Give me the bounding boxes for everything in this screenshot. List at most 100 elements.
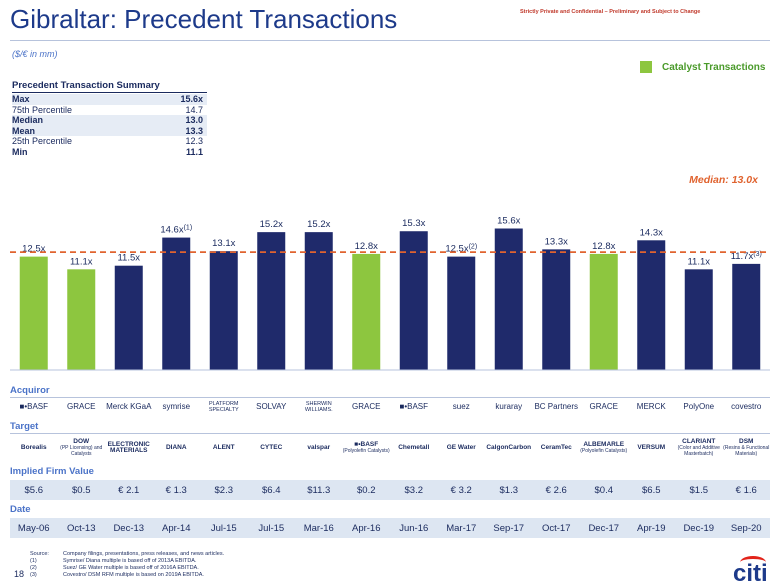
acquiror-logos: ■•BASF GRACE Merck KGaA symrise PLATFORM SPE… xyxy=(10,399,770,415)
target-note: (PP Licensing) and Catalysts xyxy=(60,445,103,458)
acquiror-logo: GRACE xyxy=(67,401,96,411)
chart-legend: Catalyst Transactions xyxy=(640,61,765,73)
citi-arc-icon xyxy=(740,556,766,569)
implied-value-cell: € 3.2 xyxy=(450,485,472,496)
bar xyxy=(162,237,191,370)
bar-catalyst xyxy=(352,253,381,370)
bar xyxy=(209,251,238,370)
date-cell: Mar-16 xyxy=(303,523,334,534)
bar-catalyst xyxy=(19,256,48,370)
bar xyxy=(732,263,761,370)
summary-label: 75th Percentile xyxy=(12,104,73,115)
implied-value-cell: € 2.1 xyxy=(118,485,140,496)
footnote: (2) Suez/ GE Water multiple is based off … xyxy=(30,565,199,571)
summary-value: 13.3 xyxy=(185,125,203,136)
acquiror-divider xyxy=(10,397,770,398)
date-cell: Jun-16 xyxy=(399,523,429,534)
date-cell: Apr-16 xyxy=(351,523,381,534)
summary-label: 25th Percentile xyxy=(12,136,73,146)
bar-value-label: 15.2x xyxy=(307,219,330,230)
bar-value-label: 14.6x(1) xyxy=(160,225,192,236)
bar-value-label: 13.1x xyxy=(212,238,235,249)
target-note: (Color and Additive Masterbatch) xyxy=(677,445,720,458)
summary-row: 25th Percentile 12.3 xyxy=(12,136,207,147)
target-logo: DOW (PP Licensing) and Catalysts xyxy=(58,434,106,462)
target-logo: ■•BASF (Polyolefin Catalysts) xyxy=(343,434,391,462)
bar xyxy=(684,269,713,370)
implied-value-cell: $0.2 xyxy=(357,485,376,496)
acquiror-logo: PLATFORM SPECIALTY xyxy=(208,400,239,414)
summary-table: Precedent Transaction Summary Max 15.6x 7… xyxy=(12,80,207,157)
target-name: VERSUM xyxy=(637,443,666,451)
implied-value-cell: $6.5 xyxy=(642,485,661,496)
footnote-mark: (1) xyxy=(184,225,193,232)
target-logo: VERSUM xyxy=(628,434,676,462)
summary-row: Median 13.0 xyxy=(12,115,207,126)
acquiror-logo: GRACE xyxy=(352,401,381,411)
target-name: DOW xyxy=(73,437,90,445)
bar-value-label: 15.6x xyxy=(497,216,520,227)
date-row: May-06 Oct-13 Dec-13 Apr-14 Jul-15 Jul-15 Mar-… xyxy=(10,523,770,534)
implied-value-cell: $1.3 xyxy=(499,485,519,496)
bar-value-label: 12.8x xyxy=(355,241,378,252)
target-name: CLARIANT xyxy=(682,437,716,445)
target-name: ■•BASF xyxy=(354,440,379,448)
acquiror-logo: PolyOne xyxy=(683,401,715,411)
median-label: Median: 13.0x xyxy=(689,174,759,186)
date-cell: Jul-15 xyxy=(210,523,237,534)
target-name: DSM xyxy=(739,437,754,445)
implied-value-cell: € 1.6 xyxy=(735,485,757,496)
date-band xyxy=(10,518,770,538)
implied-value-band xyxy=(10,480,770,500)
footnote-mark: (2) xyxy=(469,244,478,251)
footnote: (3) Covestro/ DSM RFM multiple is based o… xyxy=(30,572,204,578)
acquiror-logo: ■•BASF xyxy=(19,401,49,411)
target-label: Target xyxy=(10,421,39,432)
bar-value-label: 13.3x xyxy=(545,236,568,247)
target-divider xyxy=(10,433,770,434)
acquiror-label: Acquiror xyxy=(10,385,50,396)
acquiror-logo: MERCK xyxy=(636,401,666,411)
bar xyxy=(304,232,333,370)
acquiror-logo: kuraray xyxy=(495,401,523,411)
legend-label: Catalyst Transactions xyxy=(662,61,766,73)
target-logo: DSM (Resins & Functional Materials) xyxy=(723,434,771,462)
citi-logo: citi xyxy=(733,560,768,587)
date-cell: Mar-17 xyxy=(446,523,477,534)
summary-value: 13.0 xyxy=(185,115,203,125)
target-note: (Polyolefin Catalysts) xyxy=(580,448,628,455)
implied-value-cell: € 2.6 xyxy=(545,485,567,496)
bar xyxy=(114,265,143,370)
implied-value-cell: $11.3 xyxy=(307,485,331,496)
bar-value-label: 15.2x xyxy=(260,219,283,230)
bar xyxy=(494,228,523,370)
summary-row: Min 11.1 xyxy=(12,147,207,158)
bar-value-label: 14.3x xyxy=(640,227,663,238)
implied-value-row: $5.6 $0.5 € 2.1 € 1.3 $2.3 $6.4 $11.3 $0.2 $3.2 €… xyxy=(10,485,770,496)
bar-value-label: 11.7x(3) xyxy=(731,251,762,262)
footnote: Source: Company filings, presentations, p… xyxy=(30,551,225,557)
target-name: valspar xyxy=(307,443,331,451)
bar-value-label: 15.3x xyxy=(402,218,425,229)
target-name: ELECTRONIC MATERIALS xyxy=(107,440,150,454)
implied-value-label: Implied Firm Value xyxy=(10,466,94,477)
acquiror-logo: symrise xyxy=(162,401,191,411)
bar xyxy=(447,256,476,370)
bar-value-label: 12.5x xyxy=(22,244,45,255)
target-name: Borealis xyxy=(20,443,47,451)
bar-catalyst xyxy=(67,269,96,370)
implied-value-cell: $3.2 xyxy=(404,485,424,496)
date-cell: Dec-13 xyxy=(113,523,145,534)
implied-value-cell: $5.6 xyxy=(24,485,44,496)
bar-group: 12.5x 11.1x 11.5x 14.6x(1) 13.1x 15.2x 15.2x 12… xyxy=(19,216,762,370)
target-note: (Resins & Functional Materials) xyxy=(723,445,770,458)
date-cell: Apr-19 xyxy=(636,523,666,534)
summary-title: Precedent Transaction Summary xyxy=(12,80,207,93)
bar-value-label: 11.1x xyxy=(70,256,93,267)
summary-label: Mean xyxy=(12,125,36,136)
target-logo: Borealis xyxy=(10,434,58,462)
acquiror-logo: SHERWIN WILLIAMS. xyxy=(304,400,333,414)
bar xyxy=(257,232,286,370)
bar xyxy=(542,249,571,370)
target-logo: ALBEMARLE (Polyolefin Catalysts) xyxy=(580,434,628,462)
